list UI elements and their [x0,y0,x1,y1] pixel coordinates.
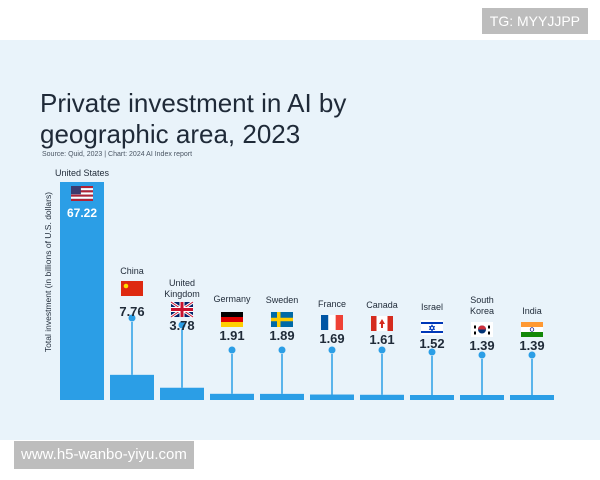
stem-dot-germany [228,346,236,354]
bar-sweden [260,393,304,400]
il-flag-icon [421,320,443,335]
bar-group-united-kingdom: United Kingdom 3.78 [160,278,204,400]
in-flag-icon [521,322,543,337]
category-label-germany: Germany [213,294,251,304]
bar-group-germany: Germany 1.91 [210,294,254,400]
stem-dot-south-korea [478,351,486,359]
chart-title: Private investment in AI by geographic a… [40,88,347,149]
bar-india [510,395,554,400]
bar-canada [360,394,404,400]
category-label-india: India [522,306,542,316]
bar-group-sweden: Sweden 1.89 [260,295,304,400]
bar-france [310,394,354,400]
stem-dot-israel [428,348,436,356]
value-label-south-korea: 1.39 [469,338,494,353]
category-label-sweden: Sweden [266,295,299,305]
bar-united-kingdom [160,387,204,400]
watermark-bottom-left: www.h5-wanbo-yiyu.com [14,441,194,469]
uk-flag-icon [170,300,194,319]
value-label-france: 1.69 [319,331,344,346]
cn-flag-icon [121,281,143,296]
bar-group-china: China 7.76 [110,266,154,400]
bar-group-india: India 1.39 [510,306,554,400]
category-label-south-korea: South Korea [470,295,494,316]
value-label-united-kingdom: 3.78 [169,318,194,333]
se-flag-icon [271,312,293,327]
bar-china [110,374,154,400]
value-label-india: 1.39 [519,338,544,353]
category-label-israel: Israel [421,302,443,312]
value-label-canada: 1.61 [369,332,394,347]
stem-dot-india [528,351,536,359]
stem-dot-canada [378,346,386,354]
value-label-sweden: 1.89 [269,328,294,343]
stem-dot-sweden [278,346,286,354]
category-label-canada: Canada [366,300,398,310]
bar-germany [210,393,254,400]
bar-group-israel: Israel 1.52 [410,302,454,400]
category-label-united-states: United States [55,168,110,178]
de-flag-icon [221,312,243,327]
value-label-china: 7.76 [119,304,144,319]
category-label-france: France [318,299,346,309]
bar-south-korea [460,395,504,400]
category-label-united-kingdom: United Kingdom [164,278,200,299]
value-label-israel: 1.52 [419,336,444,351]
bar-group-canada: Canada 1.61 [360,300,404,400]
bar-israel [410,395,454,400]
value-label-germany: 1.91 [219,328,244,343]
bar-group-united-states: United States 67.22 [55,168,110,400]
watermark-top-right: TG: MYYJJPP [481,8,588,34]
value-label-united-states: 67.22 [67,206,97,220]
fr-flag-icon [321,315,343,330]
stem-dot-united-kingdom [178,321,186,329]
category-label-china: China [120,266,144,276]
bar-united-states [60,182,104,400]
ca-flag-icon [371,316,393,331]
bar-group-south-korea: South Korea 1.39 [460,295,504,400]
stem-dot-france [328,346,336,354]
stem-dot-china [128,314,136,322]
us-flag-icon [71,186,93,201]
kr-flag-icon [471,322,493,337]
chart-source: Source: Quid, 2023 | Chart: 2024 AI Inde… [42,151,193,158]
bar-group-france: France 1.69 [310,299,354,400]
